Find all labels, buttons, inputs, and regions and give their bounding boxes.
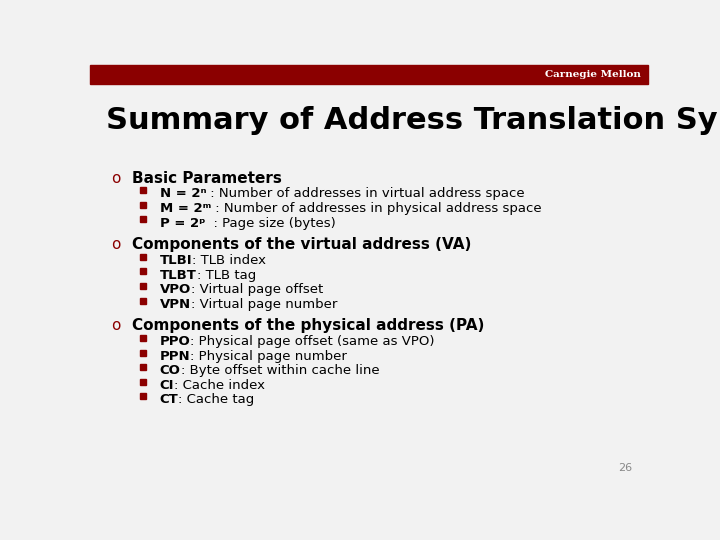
- Text: : TLB index: : TLB index: [192, 254, 266, 267]
- Text: : Cache index: : Cache index: [174, 379, 265, 392]
- Text: : Page size (bytes): : Page size (bytes): [205, 217, 336, 230]
- Text: : Cache tag: : Cache tag: [179, 393, 255, 406]
- Text: : Virtual page number: : Virtual page number: [191, 298, 337, 310]
- Text: PPN: PPN: [160, 349, 190, 363]
- Text: CT: CT: [160, 393, 179, 406]
- Text: : TLB tag: : TLB tag: [197, 268, 256, 281]
- Text: : Number of addresses in physical address space: : Number of addresses in physical addres…: [211, 202, 541, 215]
- Text: : Number of addresses in virtual address space: : Number of addresses in virtual address…: [206, 187, 525, 200]
- Text: : Virtual page offset: : Virtual page offset: [191, 283, 323, 296]
- Text: Components of the physical address (PA): Components of the physical address (PA): [132, 319, 485, 333]
- Text: PPO: PPO: [160, 335, 191, 348]
- Text: P = 2ᵖ: P = 2ᵖ: [160, 217, 205, 230]
- Text: : Physical page offset (same as VPO): : Physical page offset (same as VPO): [191, 335, 435, 348]
- Text: VPO: VPO: [160, 283, 191, 296]
- Text: Basic Parameters: Basic Parameters: [132, 171, 282, 186]
- Text: Summary of Address Translation Symbols: Summary of Address Translation Symbols: [106, 106, 720, 136]
- Text: Carnegie Mellon: Carnegie Mellon: [546, 70, 642, 79]
- Text: CO: CO: [160, 364, 181, 377]
- Text: : Physical page number: : Physical page number: [190, 349, 347, 363]
- Text: TLBT: TLBT: [160, 268, 197, 281]
- Text: o: o: [111, 238, 120, 252]
- Text: : Byte offset within cache line: : Byte offset within cache line: [181, 364, 379, 377]
- Text: 26: 26: [618, 463, 632, 473]
- Text: o: o: [111, 319, 120, 333]
- Text: M = 2ᵐ: M = 2ᵐ: [160, 202, 211, 215]
- Bar: [90, 65, 648, 84]
- Text: o: o: [111, 171, 120, 186]
- Text: VPN: VPN: [160, 298, 191, 310]
- Text: CI: CI: [160, 379, 174, 392]
- Text: N = 2ⁿ: N = 2ⁿ: [160, 187, 206, 200]
- Text: Components of the virtual address (VA): Components of the virtual address (VA): [132, 238, 471, 252]
- Text: TLBI: TLBI: [160, 254, 192, 267]
